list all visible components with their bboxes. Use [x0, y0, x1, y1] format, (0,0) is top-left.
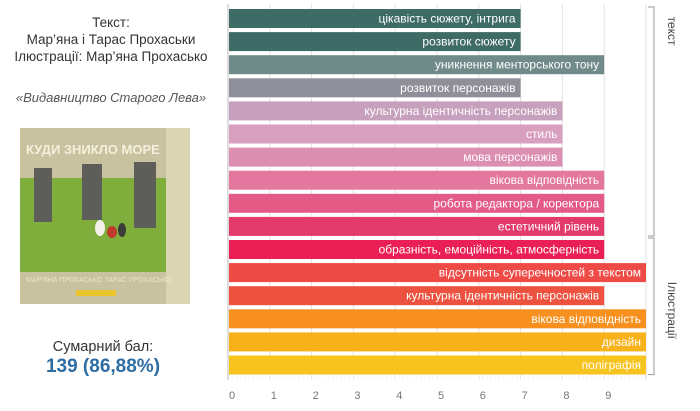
- group-bracket: [648, 6, 655, 237]
- credits-text-label: Текст:: [92, 15, 130, 30]
- bar: [229, 9, 521, 28]
- group-bracket: [648, 237, 655, 376]
- book-tree-trunk: [82, 164, 102, 220]
- book-spine: [166, 128, 190, 304]
- bar: [229, 32, 521, 52]
- bar: [229, 101, 563, 121]
- bar-label: розвиток сюжету: [422, 35, 515, 49]
- bar-label: уникнення менторського тону: [435, 58, 599, 72]
- x-tick-label: 2: [313, 390, 319, 402]
- bar: [229, 78, 521, 98]
- bar-label: розвиток персонажів: [400, 81, 515, 95]
- bar: [229, 286, 605, 306]
- book-tree-trunk: [134, 162, 156, 228]
- score-label: Сумарний бал:: [52, 339, 154, 355]
- bar-label: вікова відповідність: [490, 173, 600, 187]
- bar-label: культурна ідентичність персонажів: [406, 289, 599, 303]
- group-label: Ілюстрації: [665, 282, 679, 340]
- bar-label: образність, емоційність, атмосферність: [379, 243, 600, 257]
- book-character: [107, 226, 117, 238]
- bar-label: робота редактора / коректора: [433, 196, 599, 210]
- bar-label: відсутність суперечностей з текстом: [439, 266, 641, 280]
- bar: [229, 216, 605, 236]
- bar: [229, 309, 646, 329]
- x-tick-label: 4: [396, 390, 402, 402]
- bar: [229, 193, 605, 213]
- bar-label: культурна ідентичність персонажів: [364, 104, 557, 118]
- x-tick-label: 6: [480, 390, 486, 402]
- bar-label: вікова відповідність: [531, 312, 641, 326]
- bar-label: естетичний рівень: [498, 219, 599, 233]
- x-tick-label: 1: [271, 390, 277, 402]
- bar: [229, 355, 646, 375]
- book-publisher-logo: [76, 290, 116, 296]
- credits: Текст: Мар’яна і Тарас Прохаськи Ілюстра…: [0, 14, 222, 65]
- book-cover-image: КУДИ ЗНИКЛО МОРЕ МАР’ЯНА ПРОХАСЬКО ТАРАС…: [20, 128, 190, 304]
- book-cover-title: КУДИ ЗНИКЛО МОРЕ: [26, 142, 160, 157]
- bar-label: поліграфія: [582, 358, 641, 372]
- bar-label: стиль: [526, 127, 557, 141]
- group-label: текст: [665, 17, 679, 46]
- bar-label: мова персонажів: [463, 150, 557, 164]
- bar: [229, 240, 605, 259]
- credits-authors: Мар’яна і Тарас Прохаськи: [26, 32, 196, 47]
- publisher-name: «Видавництво Старого Лева»: [15, 90, 207, 105]
- bar: [229, 332, 646, 352]
- score-value: 139 (86,88%): [45, 356, 161, 377]
- left-panel: Текст: Мар’яна і Тарас Прохаськи Ілюстра…: [0, 0, 222, 411]
- x-tick-label: 0: [229, 390, 235, 402]
- x-tick-label: 9: [605, 390, 611, 402]
- x-tick-label: 7: [522, 390, 528, 402]
- book-character: [95, 220, 105, 236]
- bar-label: дизайн: [602, 335, 641, 349]
- book-tree-trunk: [34, 168, 52, 222]
- bar-label: цікавість сюжету, інтрига: [379, 12, 516, 26]
- bar: [229, 263, 646, 283]
- bar: [229, 170, 605, 190]
- bar: [229, 124, 563, 144]
- credits-illustrator: Ілюстрації: Мар’яна Прохасько: [14, 49, 208, 64]
- bar: [229, 147, 563, 167]
- book-cover-authors: МАР’ЯНА ПРОХАСЬКО ТАРАС ПРОХАСЬКО: [26, 277, 172, 284]
- bar: [229, 55, 605, 75]
- book-character: [118, 223, 126, 237]
- x-tick-label: 3: [354, 390, 360, 402]
- x-tick-label: 5: [438, 390, 444, 402]
- x-tick-label: 8: [563, 390, 569, 402]
